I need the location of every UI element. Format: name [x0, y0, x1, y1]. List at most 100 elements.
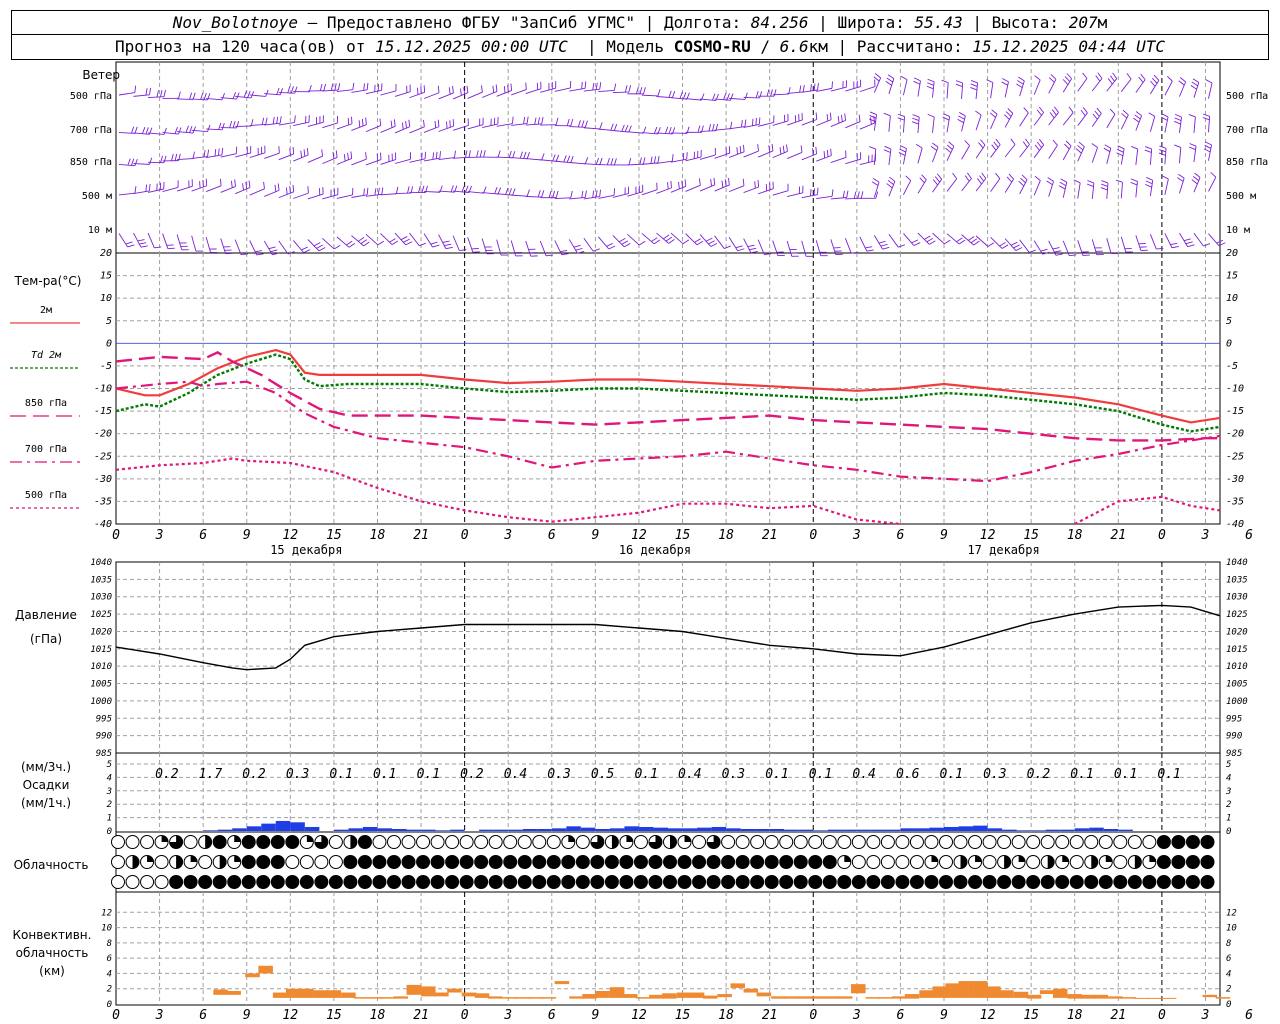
wind-feather-0-47-0	[817, 83, 819, 91]
wind-barb-3-17	[365, 193, 382, 197]
wind-feather-2-34-0	[628, 158, 632, 166]
cloud-cover-1-74	[1185, 855, 1200, 869]
wind-feather-0-11-2	[287, 86, 291, 94]
precip-bar-64	[1045, 829, 1061, 831]
wind-feather-0-3-0	[178, 91, 181, 99]
wind-feather-4-53-0	[898, 244, 906, 248]
wind-level-label-right-0: 500 гПа	[1226, 91, 1268, 102]
wind-feather-2-75-0	[1205, 141, 1212, 146]
wind-barb-3-52	[873, 181, 880, 198]
wind-feather-2-26-1	[508, 150, 512, 158]
wind-feather-3-68-2	[1100, 187, 1108, 191]
wind-feather-1-22-2	[446, 121, 448, 129]
wind-barb-0-49	[830, 86, 847, 92]
wind-barb-2-67	[1091, 147, 1098, 163]
cloud-cover-fill-0-16	[350, 835, 357, 849]
wind-feather-4-39-0	[696, 240, 704, 246]
wind-feather-3-59-2	[976, 178, 982, 185]
temp-ytick-right--30: -30	[1226, 474, 1244, 485]
wind-barb-2-50	[845, 158, 861, 165]
pres-ytick-right-1015: 1015	[1226, 645, 1248, 655]
precip-bar-18	[377, 828, 392, 831]
wind-feather-2-57-2	[945, 147, 952, 154]
wind-barb-4-51	[859, 236, 868, 252]
wind-feather-3-67-0	[1087, 180, 1095, 184]
wind-barb-0-9	[249, 94, 266, 97]
wind-feather-2-0-0	[134, 158, 138, 166]
wind-feather-4-12-0	[303, 249, 311, 254]
cloud-cover-1-0	[111, 855, 125, 869]
wind-feather-0-43-0	[759, 91, 763, 99]
wind-feather-4-22-0	[445, 246, 453, 250]
pres-ytick-left-1035: 1035	[90, 575, 112, 585]
cloud-cover-2-49	[822, 875, 837, 889]
wind-barb-3-18	[380, 193, 397, 196]
wind-feather-4-37-1	[665, 236, 673, 242]
cloud-cover-2-65	[1055, 875, 1070, 889]
wind-barb-1-5	[191, 129, 208, 133]
prec-ytick-left-1: 1	[107, 814, 112, 824]
wind-barb-1-16	[351, 124, 367, 131]
wind-feather-1-66-0	[1082, 107, 1088, 114]
wind-barb-3-1	[133, 190, 150, 195]
wind-feather-1-55-2	[911, 121, 919, 125]
wind-feather-1-72-1	[1160, 116, 1168, 121]
wind-feather-0-11-0	[294, 86, 298, 94]
wind-feather-1-48-0	[829, 112, 832, 120]
wind-barb-4-60	[990, 236, 1003, 249]
cloud-cover-0-17	[357, 835, 372, 849]
conv-bar-45	[824, 996, 840, 999]
conv-bar-59	[1013, 991, 1029, 998]
cloud-cover-fill-1-71	[1149, 855, 1156, 862]
wind-barb-0-69	[1120, 78, 1132, 92]
wind-feather-1-49-0	[844, 113, 847, 121]
wind-feather-3-23-2	[461, 185, 465, 193]
wind-feather-0-21-0	[437, 85, 440, 93]
cloud-cover-fill-1-65	[1062, 855, 1069, 862]
wind-feather-3-43-0	[757, 179, 760, 188]
wind-feather-0-22-1	[448, 87, 451, 95]
wind-feather-2-67-0	[1091, 143, 1098, 148]
wind-barb-2-43	[743, 150, 759, 158]
wind-feather-4-30-0	[561, 253, 569, 256]
wind-feather-2-27-1	[523, 151, 527, 159]
conv-ytick-right-12: 12	[1226, 908, 1237, 918]
wind-feather-3-26-1	[508, 188, 512, 195]
wind-feather-0-74-1	[1191, 81, 1198, 87]
cloud-cover-2-45	[764, 875, 779, 889]
wind-barb-4-41	[714, 235, 725, 249]
wind-feather-4-43-1	[749, 247, 757, 251]
wind-feather-0-40-1	[712, 93, 716, 101]
wind-barb-4-37	[656, 232, 669, 244]
wind-feather-2-36-0	[657, 155, 660, 163]
wind-feather-1-11-0	[294, 115, 296, 123]
precip-bar-20	[406, 829, 422, 831]
conv-ytick-right-10: 10	[1226, 924, 1237, 934]
pres-ytick-left-1010: 1010	[90, 662, 112, 672]
wind-barb-3-45	[772, 190, 789, 196]
wind-feather-1-30-1	[566, 118, 570, 126]
conv-xtick-3: 9	[243, 1008, 251, 1023]
wind-feather-1-9-0	[265, 117, 268, 125]
conv-bar-24	[541, 997, 557, 999]
wind-barb-3-15	[336, 194, 353, 199]
wind-feather-3-74-2	[1191, 179, 1198, 185]
calc-time: 15.12.2025 04:44 UTC	[972, 37, 1166, 56]
conv-xtick-22: 18	[1067, 1008, 1083, 1023]
pres-ytick-right-1035: 1035	[1226, 575, 1248, 585]
prec-ytick-left-4: 4	[107, 773, 112, 783]
conv-bar-20	[487, 996, 503, 999]
wind-feather-0-38-1	[683, 92, 687, 99]
wind-feather-2-21-0	[439, 151, 441, 159]
cloud-cover-2-43	[735, 875, 750, 889]
wind-feather-1-31-1	[581, 120, 585, 128]
wind-feather-3-56-1	[934, 176, 941, 183]
wind-feather-2-68-1	[1103, 147, 1111, 153]
wind-feather-0-11-1	[290, 86, 294, 94]
wind-feather-2-45-2	[779, 147, 782, 155]
precip-bar-33	[595, 828, 610, 831]
wind-feather-1-10-0	[279, 116, 282, 124]
wind-feather-1-4-1	[189, 126, 193, 133]
wind-feather-0-46-0	[802, 84, 805, 93]
cloud-cover-2-33	[590, 875, 605, 889]
